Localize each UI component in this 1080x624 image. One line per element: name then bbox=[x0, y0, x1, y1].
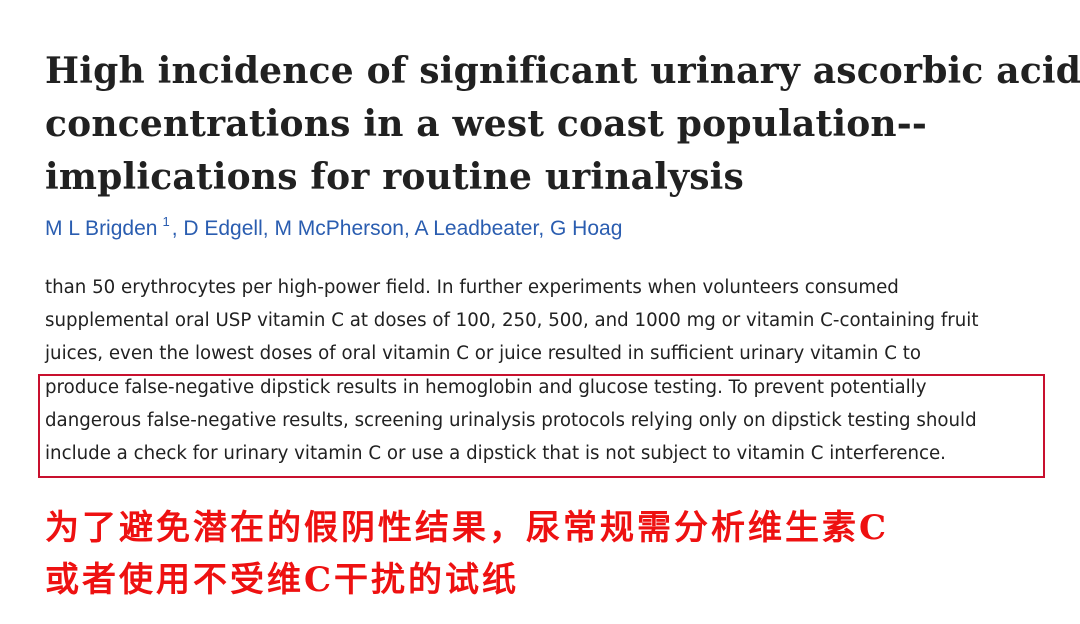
title-line: High incidence of significant urinary as… bbox=[45, 50, 1080, 92]
abstract-line: include a check for urinary vitamin C or… bbox=[45, 443, 946, 464]
affiliation-ref[interactable]: 1 bbox=[162, 214, 170, 229]
abstract-line: dangerous false-negative results, screen… bbox=[45, 409, 977, 431]
separator: , bbox=[404, 217, 410, 240]
abstract-line: juices, even the lowest doses of oral vi… bbox=[45, 343, 921, 365]
title-line: implications for routine urinalysis bbox=[45, 156, 745, 198]
author-name[interactable]: M L Brigden bbox=[45, 217, 158, 240]
annotation-line: 为了避免潜在的假阴性结果，尿常规需分析维生素C bbox=[45, 508, 890, 548]
abstract-line: than 50 erythrocytes per high-power fiel… bbox=[45, 277, 899, 298]
separator: , bbox=[262, 217, 269, 240]
author-name[interactable]: G Hoag bbox=[550, 217, 623, 240]
author-name[interactable]: A Leadbeater bbox=[414, 217, 539, 240]
separator: , bbox=[171, 217, 178, 240]
highlight-box bbox=[38, 373, 1045, 478]
annotation-line: 或者使用不受维C干扰的试纸 bbox=[45, 560, 520, 600]
author-name[interactable]: M McPherson bbox=[274, 217, 404, 240]
author-name[interactable]: D Edgell bbox=[183, 217, 263, 240]
separator: , bbox=[538, 217, 545, 240]
author-list: M L Brigden 1, D Edgell, M McPherson, A L… bbox=[45, 214, 622, 241]
title-line: concentrations in a west coast populatio… bbox=[45, 103, 928, 145]
abstract-line: produce false-negative dipstick results … bbox=[45, 376, 927, 398]
abstract-line: supplemental oral USP vitamin C at doses… bbox=[45, 310, 979, 332]
